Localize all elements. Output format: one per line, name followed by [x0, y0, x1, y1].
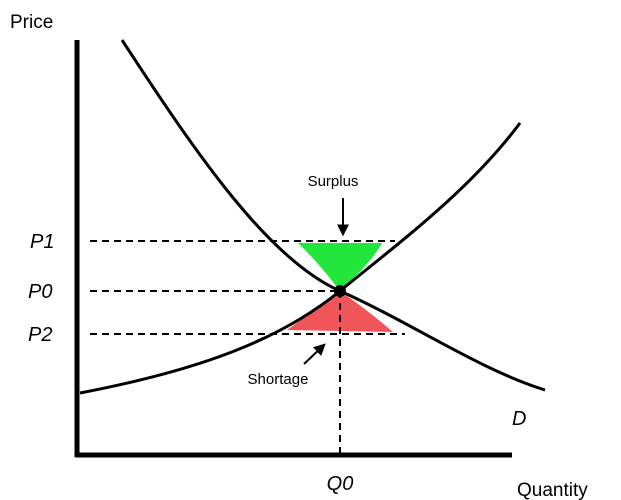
price-label: P1	[30, 231, 54, 253]
surplus-label: Surplus	[308, 173, 359, 190]
x-axis-label: Quantity	[517, 480, 588, 500]
supply-curve	[79, 122, 522, 395]
shortage-label: Shortage	[248, 371, 309, 388]
shortage-arrow	[303, 343, 326, 365]
demand-curve	[120, 39, 546, 392]
price-label: P0	[28, 281, 52, 303]
y-axis-label: Price	[10, 12, 53, 33]
surplus-area	[298, 243, 382, 291]
price-label: P2	[28, 324, 52, 346]
shortage-area	[287, 291, 393, 332]
quantity-label: Q0	[327, 473, 354, 495]
demand-label: D	[512, 408, 526, 430]
equilibrium-point	[334, 285, 346, 297]
